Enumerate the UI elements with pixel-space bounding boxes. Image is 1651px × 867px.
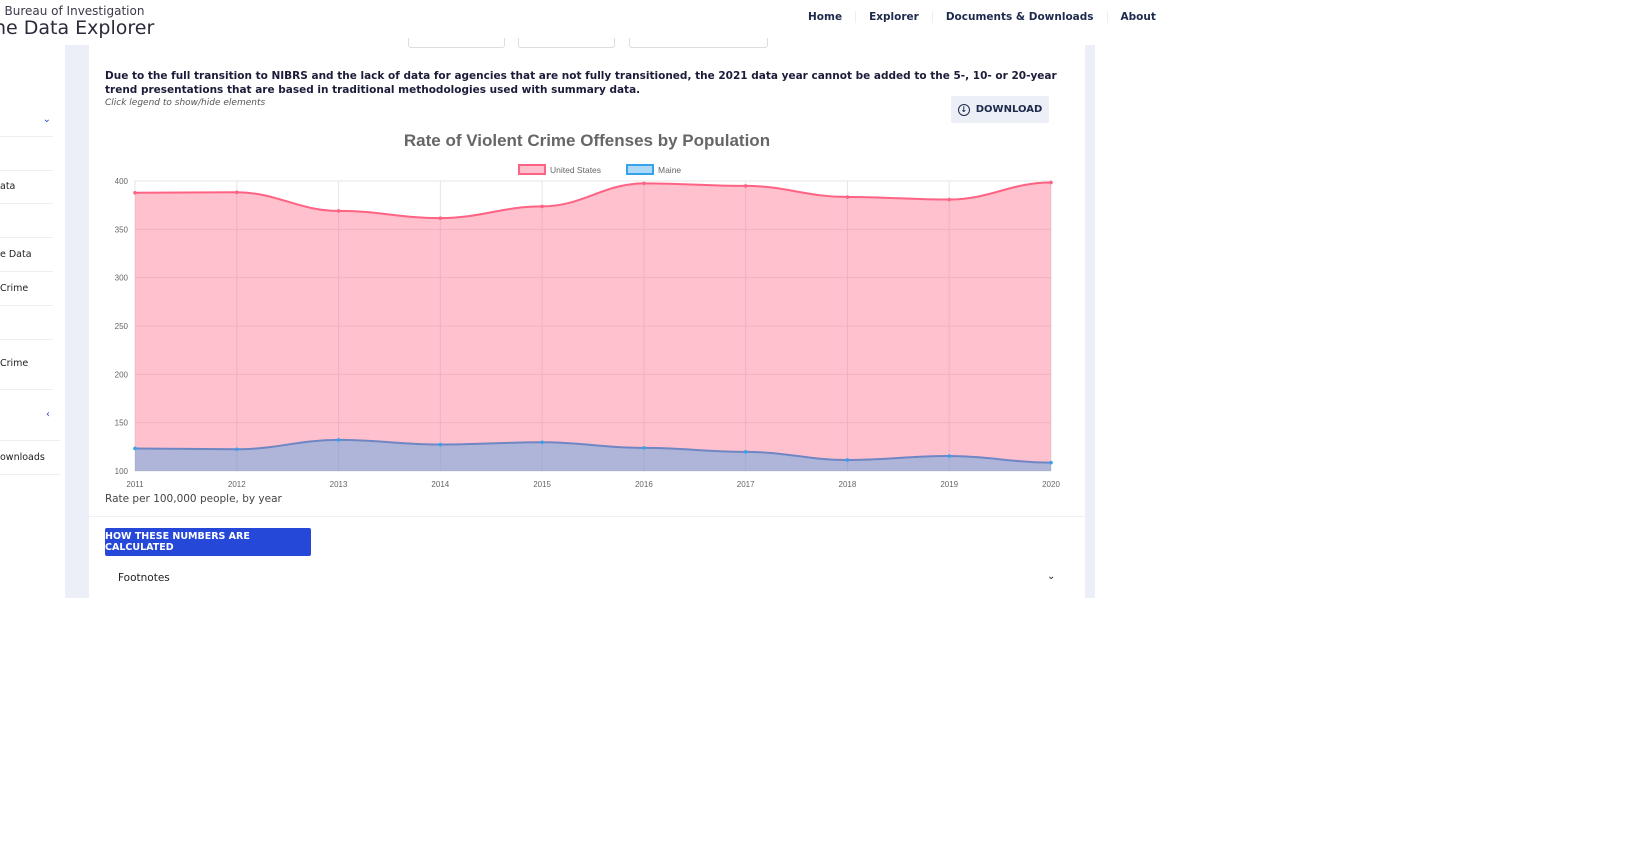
chart-caption: Rate per 100,000 people, by year [105, 493, 282, 505]
point-united-states [133, 190, 137, 195]
area-maine [135, 439, 1051, 471]
sidebar-item[interactable] [0, 137, 53, 171]
point-maine [234, 447, 239, 452]
y-tick-label: 350 [115, 225, 129, 234]
app-title: he Data Explorer [0, 17, 155, 39]
x-tick-label: 2018 [839, 480, 857, 489]
nibrs-notice: Due to the full transition to NIBRS and … [105, 70, 1057, 96]
x-tick-label: 2013 [330, 480, 348, 489]
point-maine [845, 458, 850, 462]
legend-label-maine[interactable]: Maine [658, 165, 681, 175]
area-united-states [135, 182, 1051, 471]
filter-button[interactable] [518, 38, 615, 48]
point-maine [336, 438, 341, 442]
x-tick-label: 2017 [737, 480, 755, 489]
sidebar: ⌄ ata e Data Crime Crime ‹ ownloads [0, 45, 65, 475]
y-tick-label: 100 [115, 467, 129, 476]
filter-button[interactable] [408, 38, 505, 48]
nav-explorer[interactable]: Explorer [856, 11, 933, 23]
point-united-states [234, 190, 239, 195]
violent-crime-chart: Rate of Violent Crime Offenses by Popula… [115, 131, 1061, 489]
x-tick-label: 2016 [635, 480, 653, 489]
sidebar-item[interactable]: Crime [0, 272, 53, 306]
point-maine [1049, 460, 1053, 465]
sidebar-item[interactable]: ata [0, 170, 53, 204]
point-maine [438, 442, 443, 447]
chart-panel [89, 45, 1085, 598]
sidebar-item[interactable]: e Data [0, 238, 53, 272]
point-maine [642, 446, 646, 450]
nav-home[interactable]: Home [795, 11, 857, 23]
point-maine [743, 450, 748, 454]
chevron-down-icon: ⌄ [42, 114, 51, 125]
point-united-states [540, 204, 544, 209]
filter-button[interactable] [629, 38, 768, 48]
line-maine [134, 438, 1052, 464]
point-united-states [845, 195, 850, 199]
chevron-down-icon[interactable]: ⌄ [1047, 571, 1056, 582]
legend-hint: Click legend to show/hide elements [105, 98, 266, 108]
divider [89, 516, 1085, 517]
sidebar-item-expandable[interactable]: ⌄ [0, 103, 53, 137]
point-united-states [438, 216, 443, 220]
footnotes-toggle[interactable]: Footnotes [118, 572, 170, 584]
x-tick-label: 2012 [228, 480, 246, 489]
point-united-states [743, 184, 748, 188]
y-tick-label: 150 [115, 419, 129, 428]
legend-swatch-united-states[interactable] [518, 164, 546, 175]
how-calculated-button[interactable]: HOW THESE NUMBERS ARE CALCULATED [105, 528, 311, 556]
sidebar-item[interactable] [0, 204, 53, 238]
sidebar-item-collapsible[interactable]: ‹ [0, 390, 60, 441]
point-united-states [1049, 180, 1053, 185]
y-tick-label: 250 [115, 322, 129, 331]
point-united-states [642, 181, 646, 186]
x-tick-label: 2011 [126, 480, 144, 489]
y-tick-label: 200 [115, 370, 129, 379]
sidebar-item[interactable] [0, 306, 53, 340]
nav-documents-downloads[interactable]: Documents & Downloads [933, 11, 1108, 23]
y-tick-label: 400 [115, 177, 129, 186]
point-maine [133, 446, 137, 451]
point-maine [947, 454, 952, 458]
top-nav: Home Explorer Documents & Downloads Abou… [795, 11, 1169, 23]
y-tick-label: 300 [115, 274, 129, 283]
x-tick-label: 2020 [1042, 480, 1060, 489]
content-gutter [65, 45, 89, 598]
brand[interactable]: al Bureau of Investigation he Data Explo… [0, 4, 154, 38]
agency-name: al Bureau of Investigation [0, 4, 145, 18]
content-gutter-right [1085, 45, 1095, 598]
legend-swatch-maine[interactable] [626, 164, 654, 175]
line-united-states [134, 181, 1052, 220]
nav-about[interactable]: About [1120, 11, 1156, 23]
x-tick-label: 2015 [533, 480, 551, 489]
download-button[interactable]: ↓ DOWNLOAD [951, 96, 1049, 123]
x-tick-label: 2019 [940, 480, 958, 489]
chevron-left-icon: ‹ [46, 409, 50, 420]
point-united-states [947, 197, 952, 202]
sidebar-item[interactable]: Crime [0, 339, 53, 390]
legend-label-united-states[interactable]: United States [550, 165, 601, 175]
download-icon: ↓ [957, 103, 970, 116]
x-tick-label: 2014 [431, 480, 449, 489]
point-maine [540, 440, 544, 445]
point-united-states [336, 209, 341, 213]
chart-title: Rate of Violent Crime Offenses by Popula… [404, 131, 770, 150]
sidebar-item-downloads[interactable]: ownloads [0, 441, 60, 475]
